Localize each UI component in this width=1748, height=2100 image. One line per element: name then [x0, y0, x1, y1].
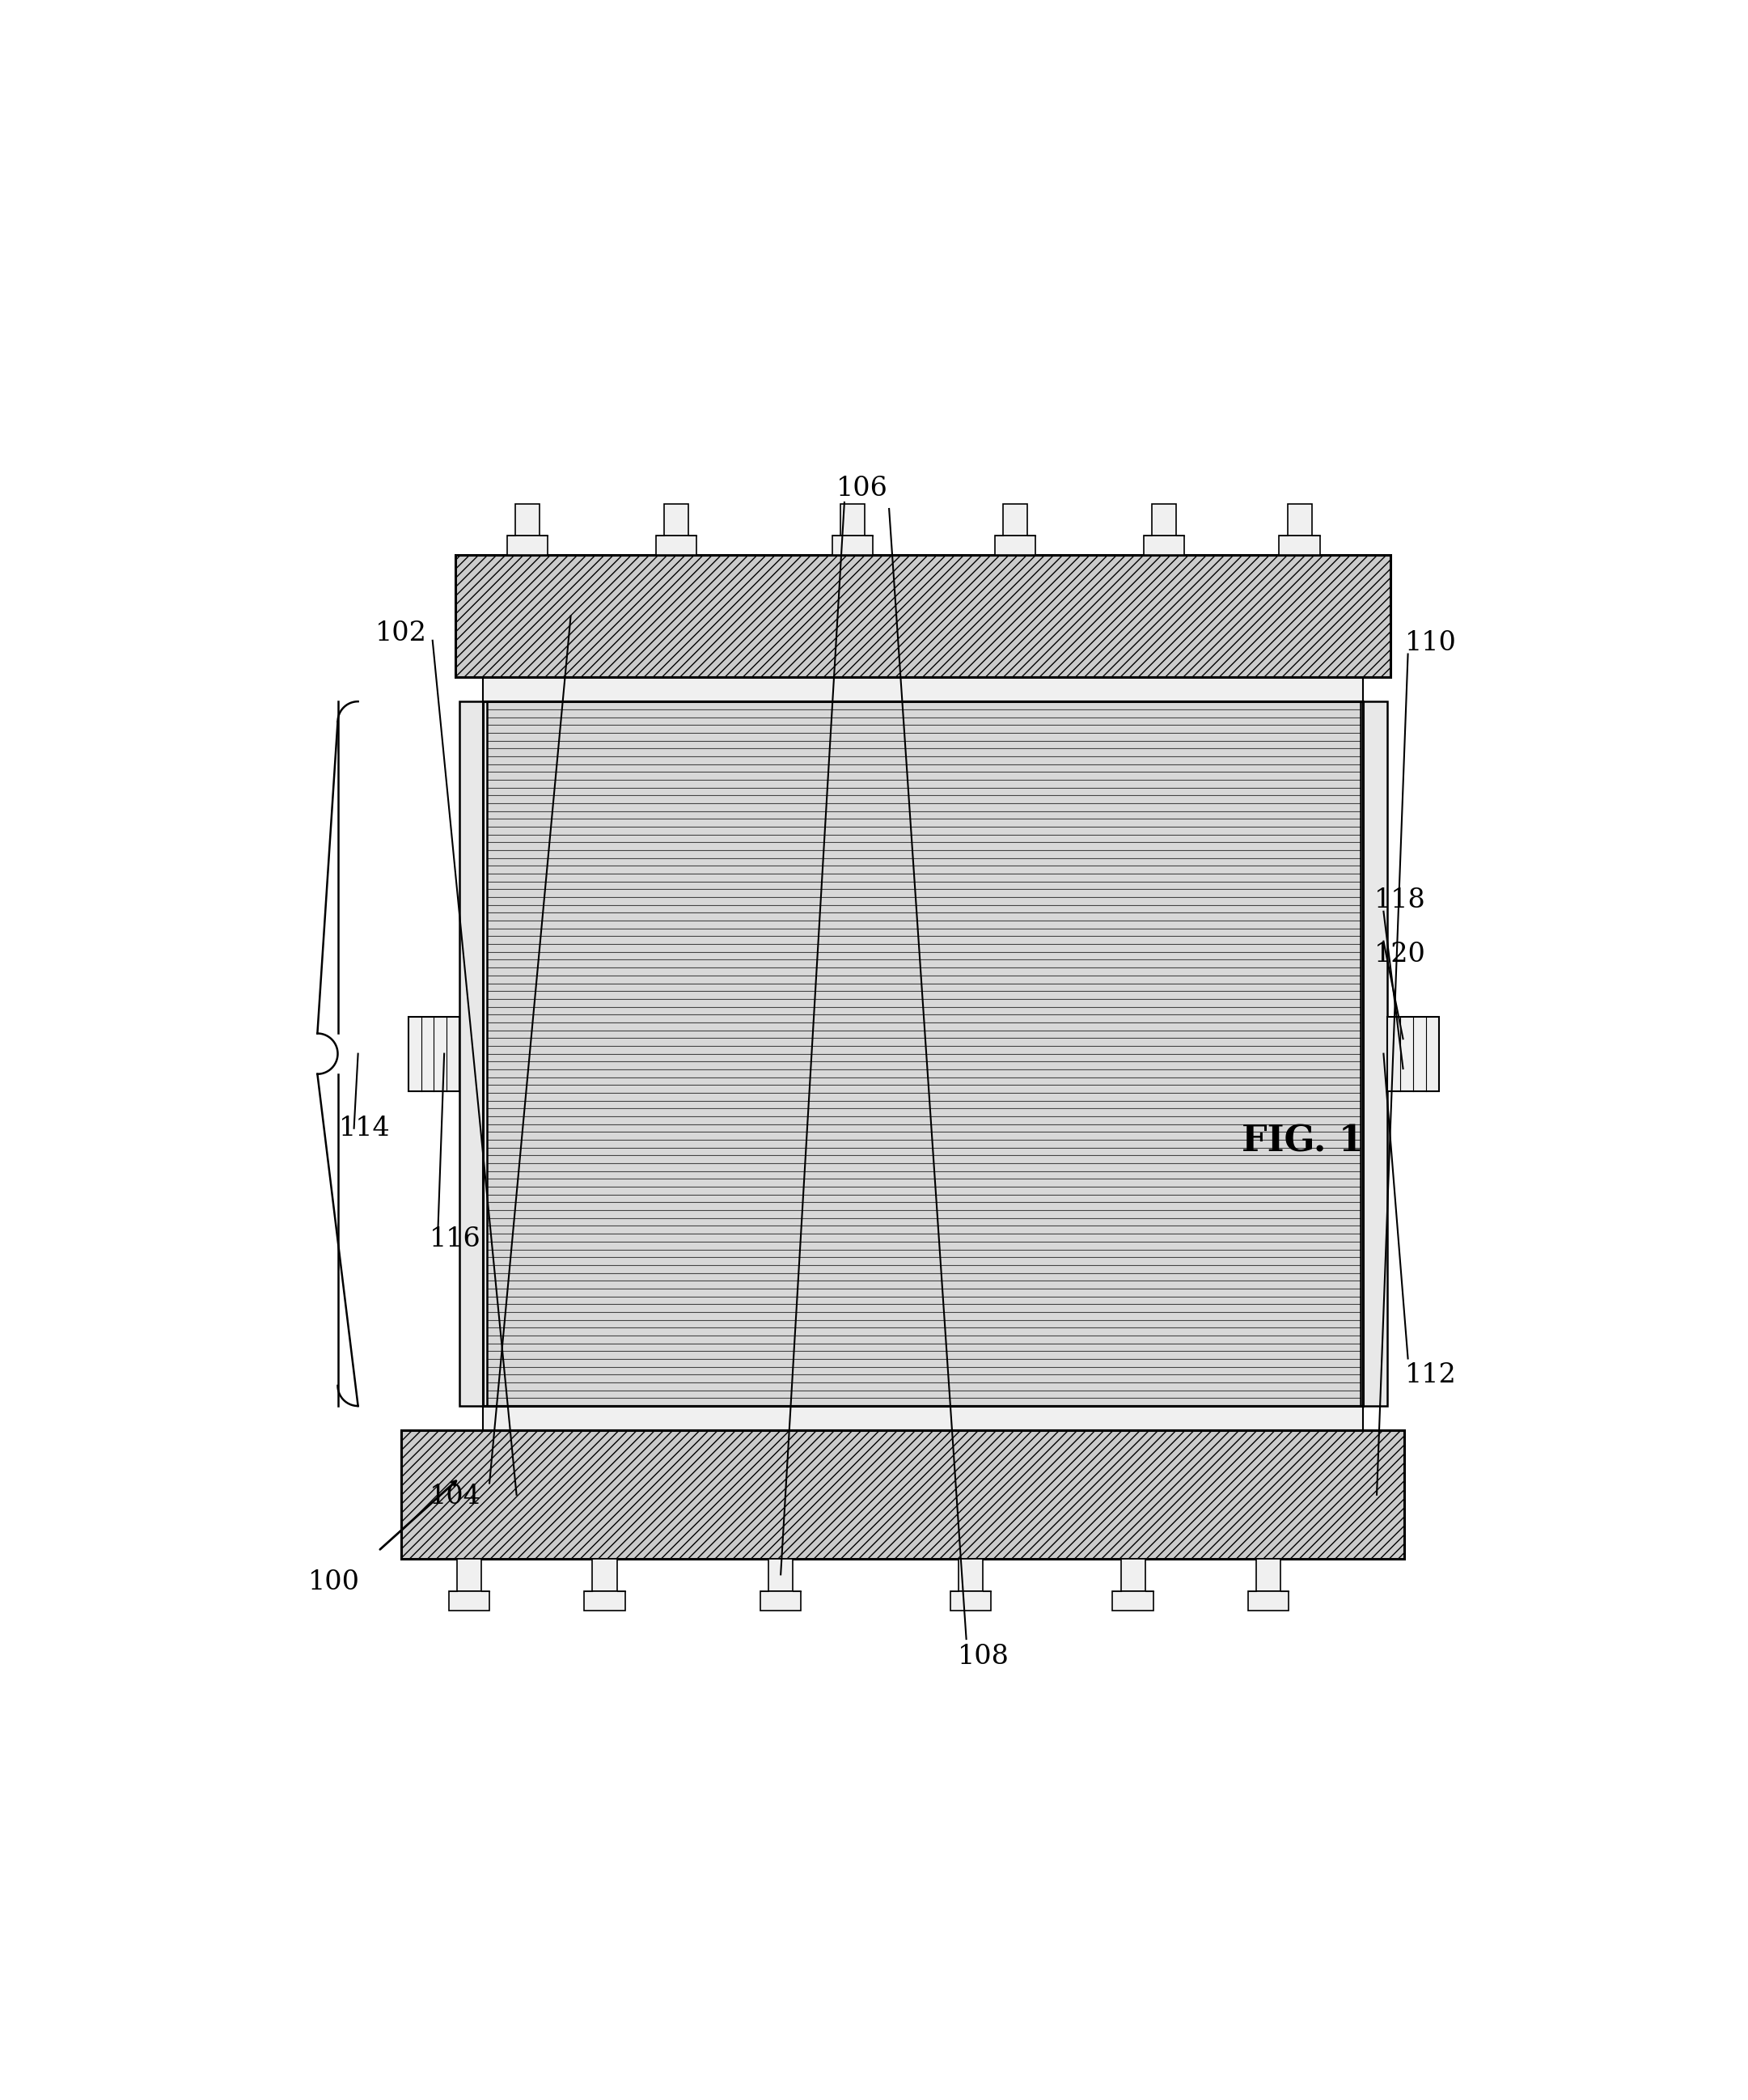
Text: 102: 102	[376, 622, 427, 647]
Bar	[664, 504, 689, 536]
Bar	[832, 536, 872, 554]
Bar	[1113, 1592, 1154, 1611]
Bar	[456, 554, 1390, 676]
Bar	[584, 1592, 626, 1611]
Text: 100: 100	[308, 1569, 360, 1596]
Bar	[995, 536, 1035, 554]
Bar	[456, 1558, 481, 1592]
Text: 108: 108	[958, 1644, 1010, 1670]
Bar	[507, 536, 547, 554]
Bar	[1280, 536, 1320, 554]
Text: FIG. 1: FIG. 1	[1241, 1124, 1363, 1159]
Bar	[1257, 1558, 1281, 1592]
Bar	[1388, 1016, 1439, 1092]
Bar	[407, 1016, 460, 1092]
Bar	[1120, 1558, 1145, 1592]
Bar	[656, 536, 697, 554]
Bar	[516, 504, 540, 536]
Bar	[769, 1558, 794, 1592]
Text: 112: 112	[1405, 1363, 1456, 1388]
Bar	[1003, 504, 1028, 536]
Text: 104: 104	[430, 1485, 481, 1510]
Text: 116: 116	[430, 1226, 481, 1252]
Text: 114: 114	[339, 1115, 390, 1140]
Bar	[1287, 504, 1311, 536]
Bar	[482, 1407, 1363, 1430]
Text: 106: 106	[836, 477, 888, 502]
Bar	[482, 701, 1363, 1407]
Bar	[1143, 536, 1185, 554]
Bar	[1360, 701, 1388, 1407]
Bar	[460, 701, 486, 1407]
Bar	[958, 1558, 982, 1592]
Bar	[760, 1592, 801, 1611]
Bar	[482, 701, 1363, 1407]
Text: 120: 120	[1374, 943, 1426, 968]
Bar	[841, 504, 865, 536]
Bar	[482, 676, 1363, 701]
Bar	[402, 1430, 1404, 1558]
Bar	[1248, 1592, 1288, 1611]
Text: 110: 110	[1405, 630, 1456, 655]
Text: 118: 118	[1374, 888, 1426, 914]
Bar	[1152, 504, 1176, 536]
Bar	[449, 1592, 489, 1611]
Bar	[593, 1558, 617, 1592]
Bar	[951, 1592, 991, 1611]
